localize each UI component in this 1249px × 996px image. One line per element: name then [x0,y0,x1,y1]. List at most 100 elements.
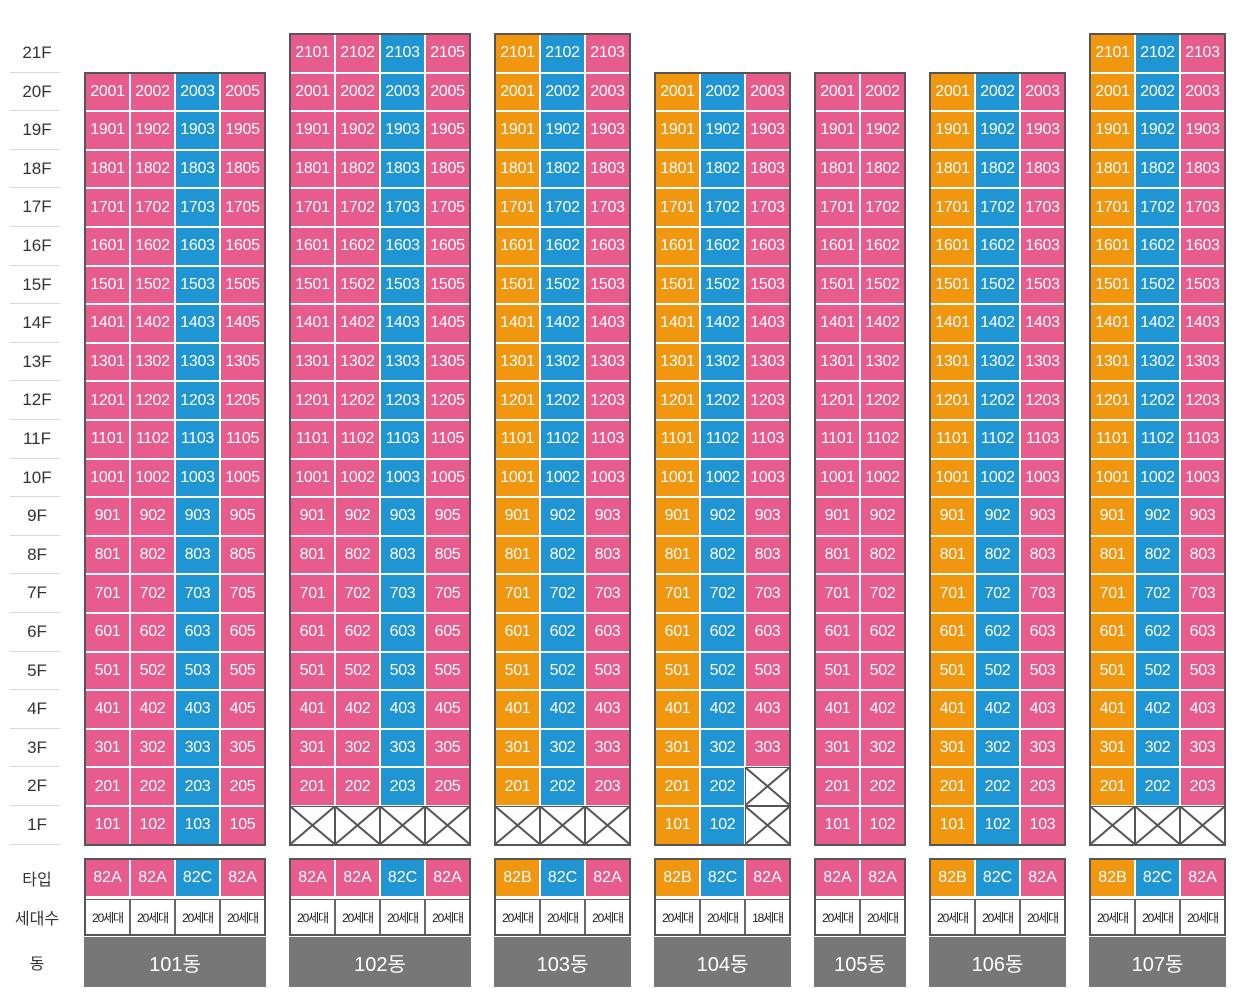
unit-cell[interactable]: 805 [220,535,265,575]
unit-cell[interactable]: 1602 [975,227,1020,266]
unit-cell[interactable]: 1202 [860,381,905,420]
unit-cell[interactable]: 2001 [815,72,860,112]
unit-cell[interactable]: 2002 [975,72,1020,112]
unit-cell[interactable]: 803 [175,535,220,575]
unit-cell[interactable]: 501 [655,651,700,691]
unit-cell[interactable]: 905 [425,497,470,536]
unit-cell[interactable]: 901 [930,497,975,536]
unit-cell[interactable]: 2001 [655,72,700,112]
unit-cell[interactable]: 601 [1090,613,1135,652]
unit-cell[interactable]: 1601 [815,227,860,266]
unit-cell[interactable]: 1201 [85,381,130,420]
unit-cell[interactable]: 603 [380,613,425,652]
unit-cell[interactable]: 1403 [745,304,790,343]
unit-cell[interactable]: 901 [815,497,860,536]
unit-cell[interactable]: 1102 [540,420,585,459]
unit-cell[interactable]: 1203 [1180,381,1225,420]
unit-cell[interactable]: 902 [700,497,745,536]
unit-cell[interactable]: 1103 [745,420,790,459]
unit-cell[interactable]: 1002 [700,458,745,498]
unit-cell[interactable]: 2002 [335,72,380,112]
unit-cell[interactable]: 1402 [540,304,585,343]
unit-cell[interactable]: 1402 [700,304,745,343]
unit-cell[interactable]: 802 [975,535,1020,575]
unit-cell[interactable]: 1602 [1135,227,1180,266]
unit-cell[interactable]: 503 [1180,651,1225,691]
unit-cell[interactable]: 1603 [585,227,630,266]
unit-cell[interactable]: 1103 [1020,420,1065,459]
unit-cell[interactable]: 1801 [290,149,335,189]
unit-cell[interactable]: 301 [495,728,540,768]
unit-cell[interactable]: 1201 [930,381,975,420]
unit-cell[interactable]: 1001 [815,458,860,498]
unit-cell[interactable]: 803 [380,535,425,575]
unit-cell[interactable]: 1503 [585,265,630,305]
unit-cell[interactable]: 801 [1090,535,1135,575]
unit-cell[interactable]: 1602 [335,227,380,266]
unit-cell[interactable]: 803 [745,535,790,575]
unit-cell[interactable]: 1502 [335,265,380,305]
unit-cell[interactable]: 501 [290,651,335,691]
unit-cell[interactable]: 701 [655,574,700,613]
unit-cell[interactable]: 1702 [860,188,905,227]
unit-cell[interactable]: 705 [425,574,470,613]
unit-cell[interactable]: 1602 [860,227,905,266]
unit-cell[interactable]: 901 [495,497,540,536]
unit-cell[interactable]: 1105 [425,420,470,459]
unit-cell[interactable]: 603 [585,613,630,652]
unit-cell[interactable]: 403 [380,690,425,729]
unit-cell[interactable]: 502 [335,651,380,691]
unit-cell[interactable]: 1202 [335,381,380,420]
unit-cell[interactable]: 602 [540,613,585,652]
unit-cell[interactable]: 1902 [860,111,905,150]
unit-cell[interactable]: 903 [380,497,425,536]
unit-cell[interactable]: 1401 [85,304,130,343]
unit-cell[interactable]: 303 [745,728,790,768]
unit-cell[interactable]: 102 [975,806,1020,845]
unit-cell[interactable]: 2102 [1135,34,1180,73]
unit-cell[interactable]: 903 [1020,497,1065,536]
unit-cell[interactable]: 702 [975,574,1020,613]
unit-cell[interactable]: 1802 [1135,149,1180,189]
unit-cell[interactable]: 1803 [175,149,220,189]
unit-cell[interactable]: 2003 [745,72,790,112]
unit-cell[interactable]: 803 [1020,535,1065,575]
unit-cell[interactable]: 605 [220,613,265,652]
unit-cell[interactable]: 1902 [335,111,380,150]
unit-cell[interactable]: 1105 [220,420,265,459]
unit-cell[interactable]: 502 [975,651,1020,691]
unit-cell[interactable]: 1405 [220,304,265,343]
unit-cell[interactable]: 201 [655,767,700,806]
unit-cell[interactable]: 1703 [1020,188,1065,227]
unit-cell[interactable]: 501 [495,651,540,691]
unit-cell[interactable]: 1803 [1020,149,1065,189]
unit-cell[interactable]: 2003 [585,72,630,112]
unit-cell[interactable]: 902 [130,497,175,536]
unit-cell[interactable]: 205 [220,767,265,806]
unit-cell[interactable]: 1901 [1090,111,1135,150]
unit-cell[interactable]: 802 [335,535,380,575]
unit-cell[interactable]: 1903 [380,111,425,150]
unit-cell[interactable]: 1305 [220,342,265,382]
unit-cell[interactable]: 1905 [425,111,470,150]
unit-cell[interactable]: 401 [290,690,335,729]
unit-cell[interactable]: 1501 [930,265,975,305]
unit-cell[interactable]: 1301 [85,342,130,382]
unit-cell[interactable]: 1603 [1180,227,1225,266]
unit-cell[interactable]: 1503 [1180,265,1225,305]
unit-cell[interactable]: 201 [290,767,335,806]
unit-cell[interactable]: 1101 [1090,420,1135,459]
unit-cell[interactable]: 202 [335,767,380,806]
unit-cell[interactable]: 802 [130,535,175,575]
unit-cell[interactable]: 1302 [130,342,175,382]
unit-cell[interactable]: 102 [130,806,175,845]
unit-cell[interactable]: 1101 [495,420,540,459]
unit-cell[interactable]: 401 [1090,690,1135,729]
unit-cell[interactable]: 1102 [860,420,905,459]
unit-cell[interactable]: 1801 [495,149,540,189]
unit-cell[interactable]: 202 [700,767,745,806]
unit-cell[interactable]: 1102 [335,420,380,459]
unit-cell[interactable]: 1903 [175,111,220,150]
unit-cell[interactable]: 1303 [380,342,425,382]
unit-cell[interactable]: 1301 [1090,342,1135,382]
